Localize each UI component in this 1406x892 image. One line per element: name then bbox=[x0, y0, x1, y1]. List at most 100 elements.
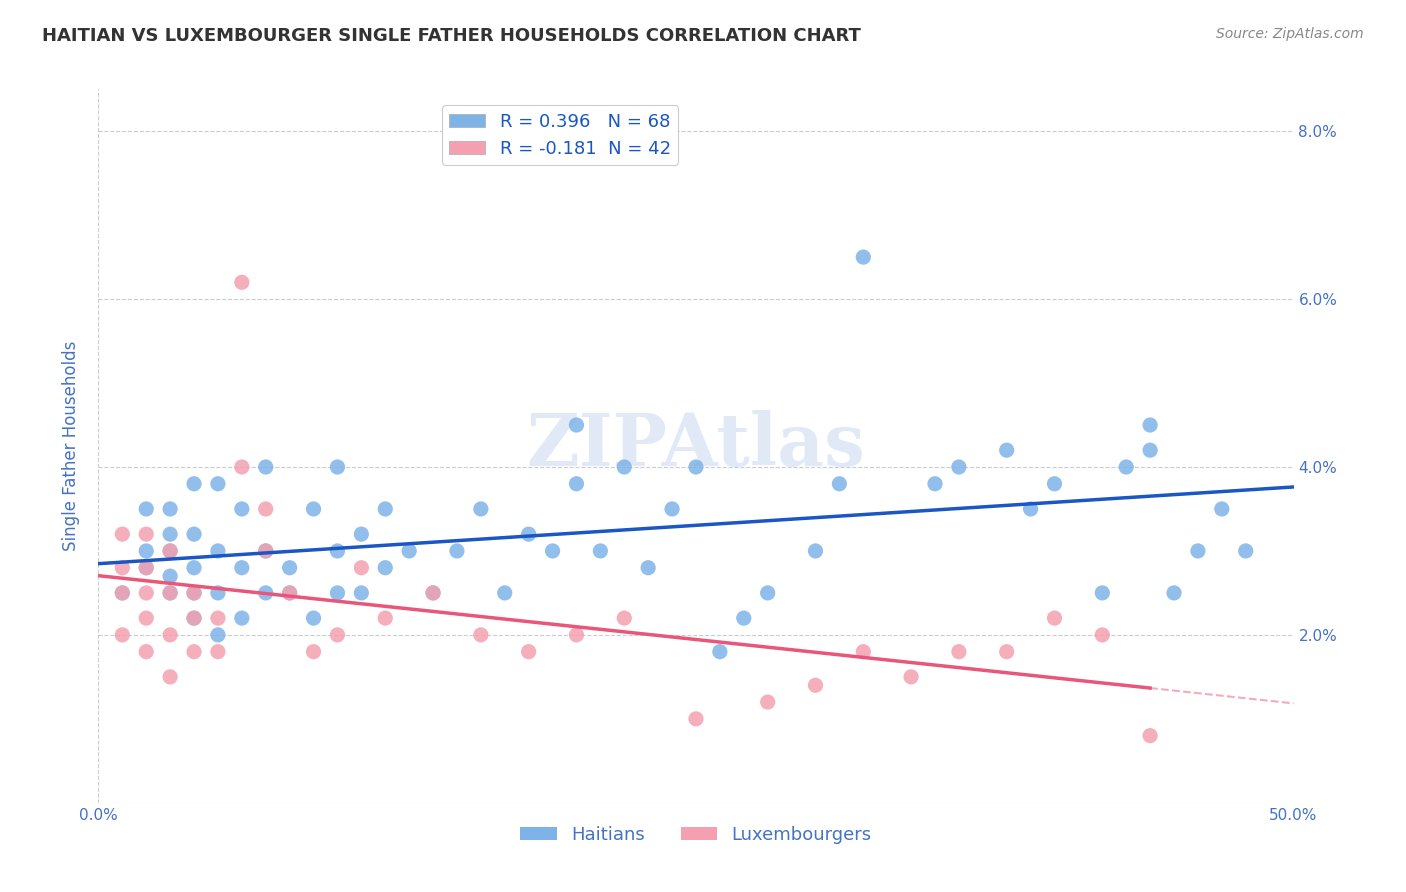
Point bbox=[111, 560, 134, 574]
Point bbox=[207, 645, 229, 659]
Point bbox=[470, 502, 492, 516]
Point bbox=[398, 544, 420, 558]
Point bbox=[231, 460, 253, 475]
Point bbox=[374, 560, 396, 574]
Point bbox=[159, 670, 181, 684]
Point bbox=[111, 527, 134, 541]
Text: ZIPAtlas: ZIPAtlas bbox=[526, 410, 866, 482]
Point bbox=[1043, 476, 1066, 491]
Point bbox=[231, 560, 253, 574]
Point bbox=[278, 560, 301, 574]
Point bbox=[135, 586, 157, 600]
Point bbox=[183, 527, 205, 541]
Point bbox=[278, 586, 301, 600]
Point bbox=[804, 678, 827, 692]
Point bbox=[948, 460, 970, 475]
Point bbox=[183, 645, 205, 659]
Point bbox=[350, 586, 373, 600]
Point bbox=[541, 544, 564, 558]
Point bbox=[135, 527, 157, 541]
Point bbox=[709, 645, 731, 659]
Point bbox=[1139, 417, 1161, 432]
Point bbox=[685, 460, 707, 475]
Point bbox=[828, 476, 851, 491]
Point bbox=[326, 544, 349, 558]
Point bbox=[326, 586, 349, 600]
Point bbox=[135, 502, 157, 516]
Point bbox=[1139, 443, 1161, 458]
Point bbox=[135, 611, 157, 625]
Point bbox=[111, 628, 134, 642]
Point bbox=[159, 586, 181, 600]
Point bbox=[231, 502, 253, 516]
Point bbox=[159, 628, 181, 642]
Point bbox=[302, 645, 325, 659]
Point bbox=[302, 611, 325, 625]
Point bbox=[111, 586, 134, 600]
Point bbox=[207, 611, 229, 625]
Point bbox=[613, 460, 636, 475]
Point bbox=[565, 417, 588, 432]
Point bbox=[183, 476, 205, 491]
Point bbox=[231, 611, 253, 625]
Point bbox=[159, 544, 181, 558]
Point bbox=[565, 628, 588, 642]
Point bbox=[1163, 586, 1185, 600]
Point bbox=[1019, 502, 1042, 516]
Point bbox=[1211, 502, 1233, 516]
Point bbox=[1115, 460, 1137, 475]
Point bbox=[733, 611, 755, 625]
Point bbox=[254, 502, 277, 516]
Point bbox=[470, 628, 492, 642]
Text: Source: ZipAtlas.com: Source: ZipAtlas.com bbox=[1216, 27, 1364, 41]
Point bbox=[135, 544, 157, 558]
Point bbox=[326, 460, 349, 475]
Point bbox=[1043, 611, 1066, 625]
Point bbox=[1187, 544, 1209, 558]
Point bbox=[685, 712, 707, 726]
Point bbox=[183, 611, 205, 625]
Point bbox=[350, 527, 373, 541]
Point bbox=[756, 695, 779, 709]
Point bbox=[900, 670, 922, 684]
Text: HAITIAN VS LUXEMBOURGER SINGLE FATHER HOUSEHOLDS CORRELATION CHART: HAITIAN VS LUXEMBOURGER SINGLE FATHER HO… bbox=[42, 27, 860, 45]
Point bbox=[374, 611, 396, 625]
Point bbox=[254, 544, 277, 558]
Point bbox=[589, 544, 612, 558]
Point bbox=[207, 586, 229, 600]
Point bbox=[565, 476, 588, 491]
Point bbox=[374, 502, 396, 516]
Point bbox=[661, 502, 683, 516]
Point bbox=[135, 560, 157, 574]
Point bbox=[948, 645, 970, 659]
Point bbox=[494, 586, 516, 600]
Point bbox=[135, 560, 157, 574]
Point bbox=[1091, 586, 1114, 600]
Point bbox=[135, 645, 157, 659]
Point bbox=[231, 275, 253, 289]
Point bbox=[183, 586, 205, 600]
Point bbox=[852, 645, 875, 659]
Point bbox=[995, 645, 1018, 659]
Point bbox=[159, 586, 181, 600]
Point bbox=[159, 502, 181, 516]
Point bbox=[804, 544, 827, 558]
Point bbox=[207, 476, 229, 491]
Point bbox=[159, 544, 181, 558]
Point bbox=[422, 586, 444, 600]
Point bbox=[326, 628, 349, 642]
Point bbox=[1139, 729, 1161, 743]
Point bbox=[1234, 544, 1257, 558]
Point bbox=[517, 645, 540, 659]
Point bbox=[183, 586, 205, 600]
Point bbox=[517, 527, 540, 541]
Point bbox=[350, 560, 373, 574]
Point bbox=[756, 586, 779, 600]
Legend: Haitians, Luxembourgers: Haitians, Luxembourgers bbox=[513, 819, 879, 851]
Point bbox=[302, 502, 325, 516]
Point bbox=[207, 544, 229, 558]
Point bbox=[852, 250, 875, 264]
Point bbox=[159, 569, 181, 583]
Point bbox=[613, 611, 636, 625]
Y-axis label: Single Father Households: Single Father Households bbox=[62, 341, 80, 551]
